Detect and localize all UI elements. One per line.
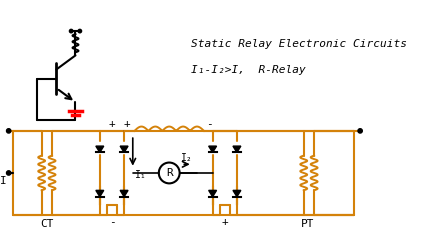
Text: Static Relay Electronic Circuits: Static Relay Electronic Circuits xyxy=(191,39,407,49)
Circle shape xyxy=(358,129,362,133)
Text: CT: CT xyxy=(40,219,54,228)
Text: I: I xyxy=(0,176,7,185)
Circle shape xyxy=(69,29,73,33)
Text: I₁: I₁ xyxy=(135,170,146,180)
Polygon shape xyxy=(120,190,128,197)
Text: -: - xyxy=(207,119,213,129)
Circle shape xyxy=(78,29,81,33)
Text: +: + xyxy=(109,119,115,129)
Text: I₂: I₂ xyxy=(181,153,193,163)
Text: I₁-I₂>I,  R-Relay: I₁-I₂>I, R-Relay xyxy=(191,65,306,75)
Circle shape xyxy=(6,171,11,175)
Polygon shape xyxy=(96,146,104,152)
Text: PT: PT xyxy=(301,219,315,228)
Text: +: + xyxy=(222,217,228,227)
Polygon shape xyxy=(209,146,216,152)
Polygon shape xyxy=(120,146,128,152)
Text: -: - xyxy=(109,217,115,227)
Polygon shape xyxy=(233,190,241,197)
Polygon shape xyxy=(233,146,241,152)
Polygon shape xyxy=(96,190,104,197)
Text: +: + xyxy=(124,119,130,129)
Circle shape xyxy=(6,129,11,133)
Polygon shape xyxy=(209,190,216,197)
Text: R: R xyxy=(166,168,173,178)
